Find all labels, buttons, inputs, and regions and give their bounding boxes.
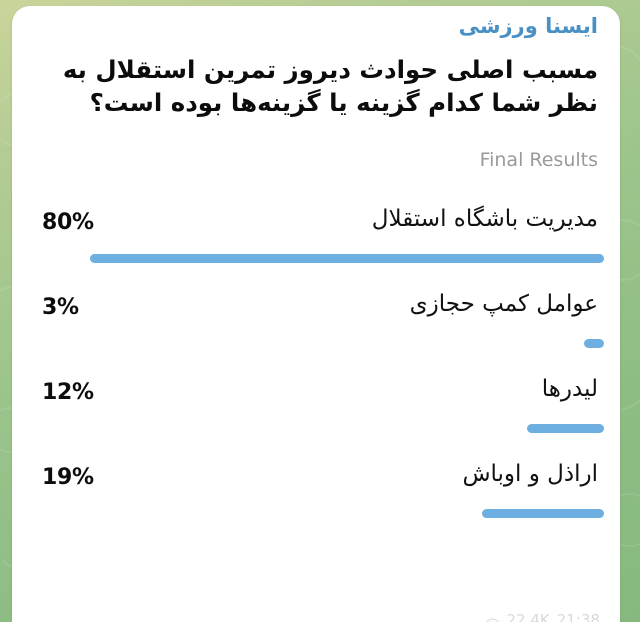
- poll-option[interactable]: عوامل کمپ حجازی 3%: [12, 287, 620, 372]
- poll-option[interactable]: مدیریت باشگاه استقلال 80%: [12, 202, 620, 287]
- poll-option-bar-fill: [481, 509, 604, 518]
- poll-option[interactable]: اراذل و اوباش 19%: [12, 457, 620, 542]
- poll-option-label: لیدرها: [541, 376, 598, 402]
- channel-sender-name[interactable]: ایسنا ورزشی: [458, 14, 598, 38]
- poll-option-label: اراذل و اوباش: [462, 461, 598, 487]
- poll-status-label: Final Results: [479, 149, 598, 171]
- poll-option-bar-fill: [90, 254, 604, 263]
- poll-option-bar-track: [90, 339, 604, 348]
- eye-icon: [485, 615, 500, 622]
- message-meta: 22.4K 21:38: [485, 611, 600, 622]
- poll-option-bar-track: [90, 424, 604, 433]
- poll-option-percent: 3%: [42, 295, 79, 320]
- poll-option[interactable]: لیدرها 12%: [12, 372, 620, 457]
- poll-option-bar-fill: [526, 424, 604, 433]
- poll-option-percent: 80%: [42, 210, 94, 235]
- message-time: 21:38: [556, 611, 600, 622]
- poll-option-label: عوامل کمپ حجازی: [409, 291, 598, 317]
- poll-option-percent: 19%: [42, 465, 94, 490]
- poll-option-bar-track: [90, 509, 604, 518]
- poll-message-bubble: ایسنا ورزشی مسبب اصلی حوادث دیروز تمرین …: [12, 6, 620, 622]
- poll-option-bar-track: [90, 254, 604, 263]
- poll-option-bar-fill: [584, 339, 604, 348]
- poll-option-label: مدیریت باشگاه استقلال: [371, 206, 598, 232]
- poll-option-percent: 12%: [42, 380, 94, 405]
- poll-question: مسبب اصلی حوادث دیروز تمرین استقلال به ن…: [62, 55, 598, 117]
- poll-options-list: مدیریت باشگاه استقلال 80% عوامل کمپ حجاز…: [12, 202, 620, 542]
- view-count: 22.4K: [506, 611, 550, 622]
